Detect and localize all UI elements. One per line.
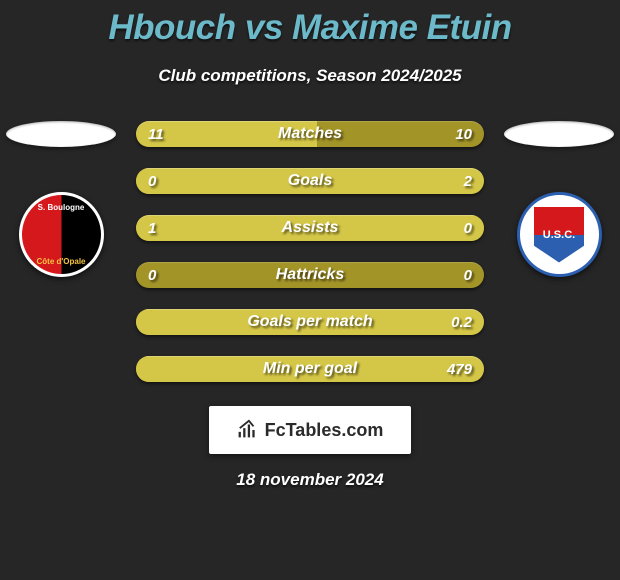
- stat-value-left: 1: [148, 215, 156, 241]
- stat-row: 1Assists0: [136, 215, 484, 241]
- club-name-left: S. Boulogne: [22, 203, 101, 212]
- club-name-right: U.S.C.: [534, 207, 584, 263]
- stat-value-left: 11: [148, 121, 164, 147]
- right-column: U.S.C.: [504, 121, 614, 277]
- stat-row: 0Hattricks0: [136, 262, 484, 288]
- page-title: Hbouch vs Maxime Etuin: [0, 0, 620, 48]
- stat-value-left: 0: [148, 262, 156, 288]
- brand-badge: FcTables.com: [209, 406, 412, 454]
- stat-row: 0Goals2: [136, 168, 484, 194]
- player-silhouette-right: [504, 121, 614, 147]
- date: 18 november 2024: [236, 470, 383, 490]
- stat-label: Assists: [136, 215, 484, 241]
- brand-text: FcTables.com: [265, 420, 384, 441]
- stat-label: Goals: [136, 168, 484, 194]
- subtitle: Club competitions, Season 2024/2025: [0, 66, 620, 86]
- chart-icon: [237, 419, 259, 441]
- comparison-infographic: Hbouch vs Maxime Etuin Club competitions…: [0, 0, 620, 580]
- stat-value-right: 479: [447, 356, 472, 382]
- club-logo-left: S. Boulogne Côte d'Opale: [19, 192, 104, 277]
- club-logo-right: U.S.C.: [517, 192, 602, 277]
- stat-value-right: 0: [464, 215, 472, 241]
- stat-row: Goals per match0.2: [136, 309, 484, 335]
- stat-value-right: 0: [464, 262, 472, 288]
- stat-label: Hattricks: [136, 262, 484, 288]
- stat-row: 11Matches10: [136, 121, 484, 147]
- footer: FcTables.com 18 november 2024: [0, 406, 620, 490]
- stat-row: Min per goal479: [136, 356, 484, 382]
- stat-label: Matches: [136, 121, 484, 147]
- stat-value-right: 10: [455, 121, 472, 147]
- stat-value-left: 0: [148, 168, 156, 194]
- player-silhouette-left: [6, 121, 116, 147]
- left-column: S. Boulogne Côte d'Opale: [6, 121, 116, 277]
- stat-label: Min per goal: [136, 356, 484, 382]
- stat-bars: 11Matches100Goals21Assists00Hattricks0Go…: [136, 121, 484, 382]
- stat-label: Goals per match: [136, 309, 484, 335]
- stat-value-right: 2: [464, 168, 472, 194]
- comparison-content: S. Boulogne Côte d'Opale 11Matches100Goa…: [0, 121, 620, 382]
- club-sub-left: Côte d'Opale: [22, 257, 101, 266]
- stat-value-right: 0.2: [451, 309, 472, 335]
